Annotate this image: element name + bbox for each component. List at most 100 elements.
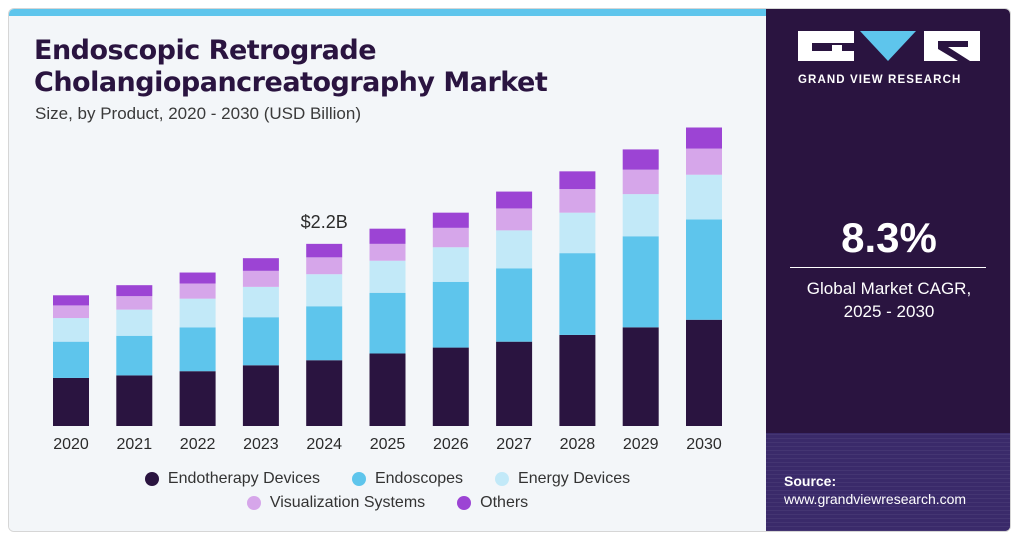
sidebar-panel: GRAND VIEW RESEARCH 8.3% Global Market C… xyxy=(766,9,1010,531)
data-label-2024: $2.2B xyxy=(301,212,348,232)
brand-name: GRAND VIEW RESEARCH xyxy=(798,74,962,86)
legend-label-energy: Energy Devices xyxy=(518,470,631,487)
bar-segment-2025-endotherapy-devices xyxy=(369,353,406,426)
bar-segment-2025-energy-devices xyxy=(369,260,406,293)
bar-segment-2029-others xyxy=(622,149,659,170)
bar-segment-2027-energy-devices xyxy=(496,230,533,269)
bar-segment-2026-energy-devices xyxy=(432,247,469,282)
chart-title: Endoscopic Retrograde Cholangiopancreato… xyxy=(34,35,548,99)
bar-segment-2026-endoscopes xyxy=(432,281,469,348)
x-tick-label-2030: 2030 xyxy=(686,436,722,453)
legend-swatch-visualization xyxy=(246,496,261,510)
grand-view-research-logo-icon xyxy=(798,31,980,61)
legend-label-endoscopes: Endoscopes xyxy=(374,470,464,487)
chart-legend: Endotherapy Devices Endoscopes Energy De… xyxy=(9,467,766,515)
legend-swatch-energy xyxy=(495,472,510,486)
bar-chart: 2020 2021 2022 2023 2024 $2.2B 2025 2026 2027 202… xyxy=(53,127,722,453)
chart-title-line2: Cholangiopancreatography Market xyxy=(34,67,548,98)
legend-label-visualization: Visualization Systems xyxy=(269,494,426,511)
legend-swatch-endoscopes xyxy=(351,472,366,486)
legend-swatch-others xyxy=(457,496,472,510)
bar-segment-2020-endotherapy-devices xyxy=(53,377,89,426)
bar-segment-2020-visualization-systems xyxy=(53,305,89,319)
x-tick-label-2024: 2024 xyxy=(306,436,342,453)
bar-segment-2021-endotherapy-devices xyxy=(116,375,153,426)
source-link[interactable]: www.grandviewresearch.com xyxy=(784,491,967,507)
bar-segment-2024-energy-devices xyxy=(306,274,343,307)
bar-segment-2027-endoscopes xyxy=(496,268,533,342)
bar-segment-2024-endoscopes xyxy=(306,306,343,361)
bar-segment-2024-endotherapy-devices xyxy=(306,360,343,426)
bar-segment-2022-others xyxy=(179,272,216,284)
bar-segment-2028-endotherapy-devices xyxy=(559,334,596,426)
legend-label-endotherapy: Endotherapy Devices xyxy=(167,470,320,487)
chart-title-line1: Endoscopic Retrograde xyxy=(34,35,377,66)
legend-item-endotherapy: Endotherapy Devices xyxy=(144,470,320,488)
x-tick-label-2027: 2027 xyxy=(496,436,532,453)
chart-subtitle: Size, by Product, 2020 - 2030 (USD Billi… xyxy=(35,104,361,123)
bar-segment-2027-visualization-systems xyxy=(496,208,533,231)
cagr-divider xyxy=(790,267,986,268)
bar-segment-2023-energy-devices xyxy=(242,286,279,318)
cagr-value: 8.3% xyxy=(841,214,937,261)
bar-segment-2030-visualization-systems xyxy=(686,148,722,175)
bar-segment-2029-endoscopes xyxy=(622,236,659,328)
x-tick-label-2022: 2022 xyxy=(180,436,216,453)
x-tick-label-2028: 2028 xyxy=(560,436,596,453)
accent-bar xyxy=(9,9,766,16)
x-tick-label-2023: 2023 xyxy=(243,436,279,453)
x-tick-label-2021: 2021 xyxy=(117,436,153,453)
bar-segment-2030-endotherapy-devices xyxy=(686,319,722,426)
bar-segment-2030-energy-devices xyxy=(686,174,722,220)
bar-segment-2025-endoscopes xyxy=(369,292,406,354)
bar-segment-2029-endotherapy-devices xyxy=(622,327,659,426)
bar-segment-2025-visualization-systems xyxy=(369,243,406,261)
bar-segment-2021-endoscopes xyxy=(116,335,153,376)
brand-logo: GRAND VIEW RESEARCH xyxy=(798,31,988,86)
source-box: Source: www.grandviewresearch.com xyxy=(766,433,1010,531)
bar-segment-2023-others xyxy=(242,258,279,271)
bar-segment-2027-others xyxy=(496,191,533,209)
bar-segment-2026-endotherapy-devices xyxy=(432,347,469,426)
bar-segment-2021-others xyxy=(116,285,153,297)
legend-row-2: Visualization Systems Others xyxy=(9,491,766,515)
chart-card: Endoscopic Retrograde Cholangiopancreato… xyxy=(8,8,1011,532)
legend-item-visualization: Visualization Systems xyxy=(246,494,426,512)
bar-segment-2029-visualization-systems xyxy=(622,169,659,195)
bar-segment-2023-visualization-systems xyxy=(242,270,279,287)
x-tick-label-2025: 2025 xyxy=(370,436,406,453)
bar-segment-2030-others xyxy=(686,127,722,149)
bar-segment-2025-others xyxy=(369,228,406,244)
bar-segment-2022-endotherapy-devices xyxy=(179,371,216,426)
bar-segment-2026-others xyxy=(432,212,469,228)
x-tick-label-2020: 2020 xyxy=(53,436,89,453)
cagr-label-line1: Global Market CAGR, xyxy=(806,279,972,298)
legend-item-energy: Energy Devices xyxy=(495,470,630,488)
cagr-label-line2: 2025 - 2030 xyxy=(843,302,935,321)
bar-segment-2024-others xyxy=(306,243,343,258)
legend-item-endoscopes: Endoscopes xyxy=(351,470,464,488)
bar-segment-2028-others xyxy=(559,171,596,190)
legend-label-others: Others xyxy=(480,494,529,511)
legend-item-others: Others xyxy=(457,494,528,512)
bar-segment-2020-endoscopes xyxy=(53,341,89,378)
x-tick-label-2026: 2026 xyxy=(433,436,469,453)
bar-segment-2023-endoscopes xyxy=(242,317,279,366)
bar-segment-2030-endoscopes xyxy=(686,219,722,320)
bar-segment-2028-endoscopes xyxy=(559,253,596,335)
bar-segment-2020-energy-devices xyxy=(53,318,89,342)
bar-segment-2028-visualization-systems xyxy=(559,189,596,213)
bar-segment-2024-visualization-systems xyxy=(306,257,343,275)
bar-segment-2028-energy-devices xyxy=(559,212,596,254)
bar-segment-2022-visualization-systems xyxy=(179,283,216,299)
bar-segment-2022-energy-devices xyxy=(179,298,216,328)
chart-panel: Endoscopic Retrograde Cholangiopancreato… xyxy=(9,9,766,531)
x-tick-label-2029: 2029 xyxy=(623,436,659,453)
legend-swatch-endotherapy xyxy=(144,472,159,486)
bar-segment-2022-endoscopes xyxy=(179,327,216,372)
bar-segment-2020-others xyxy=(53,295,89,306)
bar-segment-2023-endotherapy-devices xyxy=(242,365,279,426)
bar-segment-2021-visualization-systems xyxy=(116,296,153,310)
bar-segment-2027-endotherapy-devices xyxy=(496,341,533,426)
bar-segment-2026-visualization-systems xyxy=(432,227,469,248)
